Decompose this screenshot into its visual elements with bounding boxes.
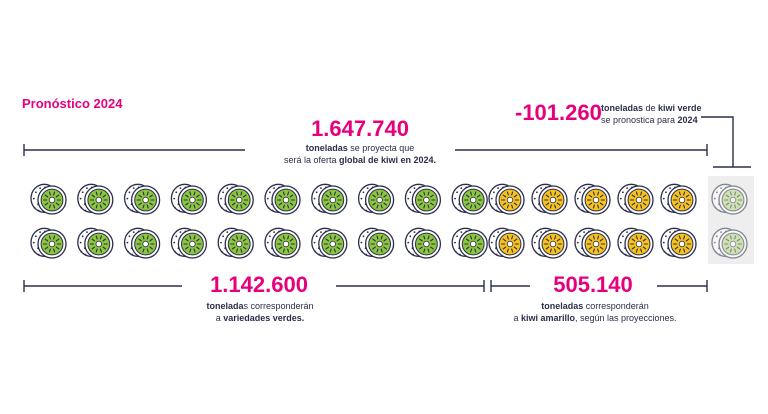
green-kiwi-icon — [357, 227, 395, 259]
green-kiwi-icon — [217, 227, 254, 259]
green-kiwi-icon — [264, 227, 301, 259]
green-value: 1.142.600 — [210, 272, 308, 297]
green-kiwi-icon — [123, 183, 161, 215]
yellow-description: toneladas corresponderán a kiwi amarillo… — [513, 301, 677, 323]
green-kiwi-icon — [451, 183, 488, 215]
green-kiwi-icon — [123, 227, 161, 259]
yellow-value: 505.140 — [553, 272, 633, 297]
green-kiwi-icon — [217, 183, 254, 215]
green-kiwi-icon — [404, 227, 442, 259]
brackets — [23, 116, 751, 292]
green-kiwi-icon — [451, 227, 488, 259]
yellow-kiwi-icon — [660, 183, 697, 215]
yellow-kiwi-icon — [617, 183, 654, 215]
green-kiwi-icon — [170, 227, 208, 259]
yellow-kiwi-icon — [531, 227, 568, 259]
yellow-kiwi-icon — [574, 183, 611, 215]
green-kiwi-icon — [404, 183, 442, 215]
yellow-kiwi-icon — [488, 227, 525, 259]
delta-connector — [701, 116, 734, 167]
green-kiwi-icon — [170, 183, 208, 215]
total-description: toneladas se proyecta que será la oferta… — [283, 143, 437, 165]
green-kiwi-icon — [311, 227, 348, 259]
yellow-kiwi-icon — [574, 227, 611, 259]
faded-kiwi-icon — [711, 183, 748, 215]
green-kiwi-icon — [264, 183, 301, 215]
yellow-kiwi-icon — [488, 183, 525, 215]
yellow-kiwi-icon — [660, 227, 697, 259]
delta-value: -101.260 — [515, 100, 602, 125]
green-kiwi-icon — [30, 183, 67, 215]
green-kiwi-icon — [77, 227, 114, 259]
green-kiwi-icon — [357, 183, 395, 215]
yellow-kiwi-icon — [531, 183, 568, 215]
green-description: toneladas corresponderán a variedades ve… — [206, 301, 314, 323]
green-kiwi-icon — [77, 183, 114, 215]
green-kiwi-icon — [30, 227, 67, 259]
total-value: 1.647.740 — [311, 116, 409, 141]
green-kiwi-icon — [311, 183, 348, 215]
yellow-kiwi-icon — [617, 227, 654, 259]
page-title: Pronóstico 2024 — [22, 96, 123, 111]
delta-description: toneladas de kiwi verde se pronostica pa… — [601, 103, 702, 125]
faded-kiwi-icon — [711, 227, 748, 259]
